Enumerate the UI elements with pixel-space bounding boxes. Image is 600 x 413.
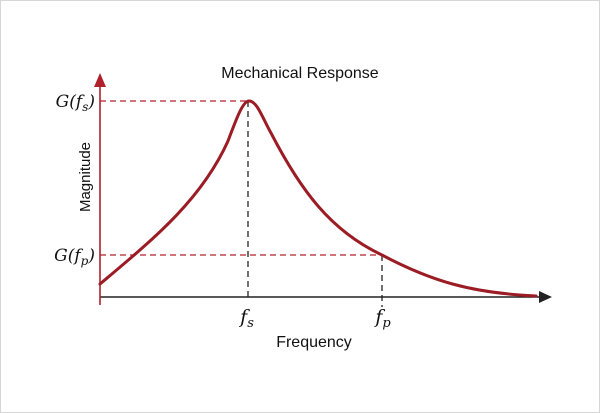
diagram-title: Mechanical Response bbox=[221, 65, 379, 82]
x-axis-arrowhead bbox=[539, 291, 552, 303]
fp-magnitude-label: G(fp) bbox=[54, 246, 95, 268]
y-axis-label: Magnitude bbox=[77, 142, 94, 212]
peak-magnitude-label: G(fs) bbox=[56, 92, 95, 114]
fs-frequency-label: fs bbox=[238, 306, 254, 331]
y-axis-arrowhead bbox=[94, 73, 106, 87]
fp-frequency-label: fp bbox=[373, 306, 391, 331]
response-curve bbox=[98, 99, 538, 298]
x-axis-label: Frequency bbox=[276, 334, 352, 351]
